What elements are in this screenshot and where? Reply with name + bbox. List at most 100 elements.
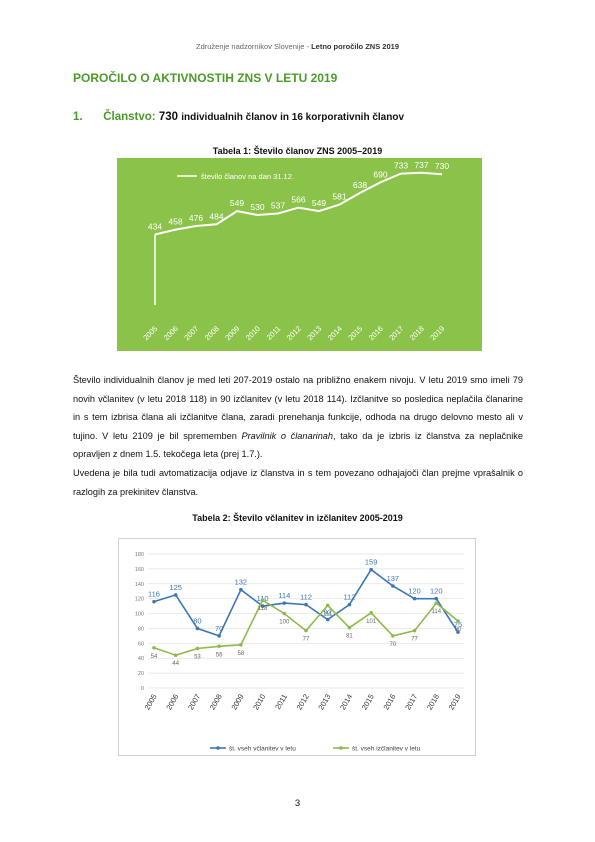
header-report: Letno poročilo ZNS 2019 [311,42,399,51]
page-title: POROČILO O AKTIVNOSTIH ZNS V LETU 2019 [73,71,338,85]
paragraph-1-italic: Pravilnik o članarinah [241,430,334,441]
chart2-y-tick: 140 [135,582,144,588]
chart2-point-joins [347,602,352,607]
chart1-data-label: 566 [291,195,305,205]
chart2-y-tick: 20 [138,671,144,677]
chart2-frame [118,538,476,756]
page-number: 3 [294,798,301,809]
chart2-point-leaves [217,644,221,649]
chart1-data-label: 737 [414,160,428,170]
chart2-label-joins: 114 [278,591,290,600]
chart2-point-leaves [412,628,417,633]
chart1-data-label: 581 [332,192,346,202]
chart2-label-leaves: 77 [303,637,310,643]
chart2-label-joins: 92 [324,608,332,617]
header-org: Združenje nadzornikov Slovenije - [196,42,312,51]
paragraph-1-text-a: Število individualnih članov je med leti… [73,375,523,441]
chart1-data-label: 638 [353,180,367,190]
chart1-data-label: 537 [271,201,285,211]
chart2-label-joins: 132 [235,578,248,587]
paragraph-2: Uvedena je bila tudi avtomatizacija odja… [73,467,523,497]
chart2-label-leaves: 44 [172,661,179,667]
table2-caption: Tabela 2: Število včlanitev in izčlanite… [192,513,403,523]
chart2-label-joins: 112 [343,593,355,602]
section-number: 1. [73,111,83,123]
chart2-point-leaves [369,611,373,615]
chart1-data-label: 484 [209,211,223,221]
chart2-label-joins: 116 [148,590,160,599]
page-header: Združenje nadzornikov Slovenije - Letno … [0,42,595,51]
chart2-point-leaves [304,628,308,633]
chart2-point-joins [369,567,373,572]
chart2-label-leaves: 70 [390,642,397,648]
chart2-point-leaves [282,611,287,616]
chart2-point-joins [217,634,221,638]
chart2-label-leaves: 90 [455,627,462,633]
chart2-point-leaves [391,634,395,638]
chart2-point-joins [304,602,308,607]
chart2-point-leaves [173,653,178,658]
chart2-legend-marker [216,746,220,750]
chart2-point-leaves [456,619,460,623]
chart2-point-joins [152,599,156,604]
chart2-point-leaves [325,603,330,608]
chart1-data-label: 476 [189,213,203,223]
member-count: 730 [158,111,178,123]
chart2-label-joins: 75 [454,620,462,629]
chart2-point-joins [456,630,460,634]
chart1-data-label: 733 [394,161,408,171]
paragraph-1: Število individualnih članov je med leti… [73,371,523,464]
section-heading: 1. Članstvo: 730 individualnih članov in… [73,111,404,123]
chart2-point-leaves [239,643,243,647]
section-detail: individualnih članov in 16 korporativnih… [181,112,405,123]
section-label: Članstvo: [103,111,156,123]
chart2-legend-label: št. vseh izčlanitev v letu [352,746,421,753]
chart2-point-joins [391,584,395,588]
chart2-label-joins: 80 [193,616,201,625]
chart1-background [117,158,482,351]
chart2-label-leaves: 58 [238,651,245,657]
chart2-y-tick: 120 [135,597,144,603]
chart2-label-leaves: 56 [216,652,223,658]
chart2-label-joins: 120 [430,587,443,596]
chart1-legend-label: število članov na dan 31.12. [201,172,294,181]
chart2-y-tick: 60 [138,641,144,647]
chart2-legend-label: št. vseh včlanitev v letu [229,746,296,753]
chart1-series-line [154,171,443,236]
chart2-label-leaves: 118 [258,606,268,612]
chart1-data-label: 530 [250,202,264,212]
chart2-label-joins: 70 [215,624,223,633]
chart2-label-joins: 159 [365,558,378,567]
chart2-y-tick: 0 [141,686,144,692]
chart2-label-leaves: 100 [279,620,290,626]
chart2-legend-marker [339,746,343,750]
chart2-y-tick: 100 [135,612,144,618]
chart1-data-label: 690 [373,169,387,179]
chart1-data-label: 434 [148,222,162,232]
chart2-point-joins [195,626,200,631]
chart2-point-joins [434,596,439,601]
chart2-point-leaves [347,625,352,630]
chart2-label-leaves: 77 [411,637,418,643]
chart2-point-joins [173,593,178,597]
chart2-label-leaves: 114 [431,609,441,615]
chart2-point-joins [239,587,243,592]
table1-caption: Tabela 1: Število članov ZNS 2005–2019 [212,146,383,156]
chart2-y-tick: 80 [138,626,144,632]
chart2-label-joins: 112 [300,593,312,602]
paragraph-1-text-b: , tako da je izbris iz članstva za nepla… [73,430,524,460]
chart2-label-leaves: 53 [194,655,201,661]
chart2-label-joins: 125 [169,583,182,592]
chart1-data-label: 730 [435,161,449,171]
chart1-data-label: 549 [312,198,326,208]
chart2-label-leaves: 111 [323,611,333,617]
chart2-point-joins [325,617,330,622]
members-chart: 434 458 476 484 549 530 537 566 549 581 638 690 733 7… [117,158,482,351]
chart1-data-label: 549 [230,198,244,208]
chart2-point-leaves [195,646,200,651]
chart2-point-joins [282,601,287,605]
chart2-label-leaves: 54 [151,654,158,660]
chart2-label-joins: 137 [387,574,400,583]
chart2-point-leaves [260,598,265,602]
chart1-data-label: 458 [168,217,182,227]
